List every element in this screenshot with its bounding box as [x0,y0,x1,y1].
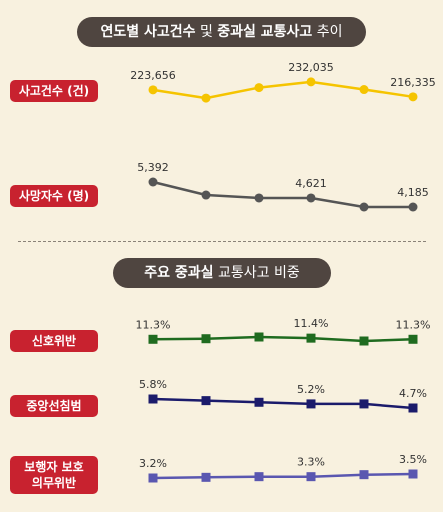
data-point-deaths [254,193,264,203]
series-label-deaths: 사망자수 (명) [10,185,98,207]
series-line-deaths [152,180,413,209]
data-point-deaths [408,202,418,212]
data-point-accidents [306,77,316,87]
series-label-signal: 신호위반 [10,330,98,352]
series-line-accidents [152,80,414,100]
series-label-pedestrian: 보행자 보호 의무위반 [10,456,98,494]
data-point-deaths [306,193,316,203]
series-line-signal [152,335,414,343]
series-label-centerline-text: 중앙선침범 [26,399,82,413]
data-label-centerline: 5.8% [139,378,167,391]
section2-title-bold: 주요 중과실 [144,265,214,281]
data-point-signal [306,333,316,343]
data-point-pedestrian [201,472,211,482]
data-point-signal [148,334,158,344]
data-point-pedestrian [306,472,316,482]
data-point-signal [201,334,211,344]
data-point-accidents [148,85,158,95]
data-point-signal [359,336,369,346]
data-point-pedestrian [408,469,418,479]
data-label-accidents: 232,035 [288,61,334,74]
series-line-pedestrian [152,472,414,480]
data-label-pedestrian: 3.5% [399,453,427,466]
data-point-accidents [408,92,418,102]
section1-title-bold2: 중과실 교통사고 [217,24,313,40]
section2-title: 주요 중과실 교통사고 비중 [113,258,331,288]
series-label-centerline: 중앙선침범 [10,395,98,417]
data-label-signal: 11.3% [136,318,171,331]
data-point-signal [254,332,264,342]
section2-title-rest: 교통사고 비중 [213,265,300,281]
data-point-centerline [408,403,418,413]
series-label-pedestrian-line1: 보행자 보호 [24,460,84,474]
section1-title-end: 추이 [312,24,343,40]
data-label-deaths: 5,392 [137,161,169,174]
data-point-deaths [359,202,369,212]
data-point-pedestrian [148,473,158,483]
data-point-signal [408,334,418,344]
data-point-centerline [148,394,158,404]
data-point-centerline [201,396,211,406]
series-label-signal-text: 신호위반 [31,334,77,348]
data-label-signal: 11.3% [396,318,431,331]
section1-title: 연도별 사고건수 및 중과실 교통사고 추이 [77,17,366,47]
data-point-pedestrian [254,472,264,482]
data-label-signal: 11.4% [294,317,329,330]
data-point-accidents [359,85,369,95]
series-label-deaths-text: 사망자수 (명) [18,189,90,203]
data-label-pedestrian: 3.2% [139,457,167,470]
section1-title-conj: 및 [195,24,218,40]
data-label-accidents: 216,335 [390,76,436,89]
data-point-pedestrian [359,470,369,480]
series-line-centerline [152,397,414,410]
section-divider [18,241,426,242]
data-point-centerline [254,397,264,407]
data-label-accidents: 223,656 [130,69,176,82]
data-label-deaths: 4,621 [295,177,327,190]
series-label-pedestrian-line2: 의무위반 [31,476,77,490]
data-point-accidents [254,83,264,93]
series-label-accidents-text: 사고건수 (건) [18,84,90,98]
data-point-centerline [359,399,369,409]
data-label-deaths: 4,185 [397,186,429,199]
data-label-pedestrian: 3.3% [297,456,325,469]
data-label-centerline: 4.7% [399,387,427,400]
data-point-deaths [201,190,211,200]
data-point-centerline [306,399,316,409]
section1-title-bold: 연도별 사고건수 [100,24,196,40]
data-point-deaths [148,177,158,187]
data-label-centerline: 5.2% [297,383,325,396]
data-point-accidents [201,93,211,103]
series-label-accidents: 사고건수 (건) [10,80,98,102]
